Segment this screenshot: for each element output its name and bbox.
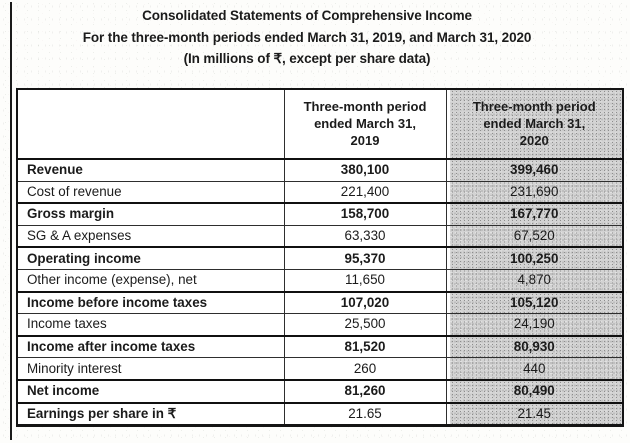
value-2019: 221,400: [283, 180, 447, 204]
header-corner-cell: [16, 88, 285, 160]
table-row: Cost of revenue 221,400 231,690: [16, 180, 624, 204]
value-2019: 21.65: [283, 401, 447, 427]
header-row: Three-month period ended March 31, 2019 Th…: [16, 88, 624, 160]
column-header-2020: Three-month period ended March 31, 2020: [445, 88, 624, 160]
value-2019: 95,370: [283, 246, 447, 270]
value-2020: 167,770: [445, 202, 624, 226]
document-title: Consolidated Statements of Comprehensive…: [10, 5, 604, 70]
row-label: SG & A expenses: [16, 224, 285, 248]
value-2019: 81,260: [283, 378, 447, 404]
value-2020: 399,460: [445, 157, 624, 182]
value-2019: 107,020: [283, 290, 447, 315]
title-line-3: (In millions of ₹, except per share data…: [183, 51, 431, 66]
income-statement-table: Three-month period ended March 31, 2019 Th…: [16, 88, 624, 428]
row-label: Other income (expense), net: [16, 268, 285, 293]
title-line-1: Consolidated Statements of Comprehensive…: [142, 8, 472, 23]
table-row: Minority interest 260 440: [16, 357, 624, 381]
row-label: Gross margin: [16, 202, 285, 226]
table-row: Income taxes 25,500 24,190: [16, 313, 624, 337]
header-2019-line3: 2019: [350, 132, 380, 148]
header-2020-line3: 2020: [519, 132, 549, 148]
header-2020-line2: ended March 31,: [483, 115, 586, 131]
row-label: Operating income: [16, 246, 285, 270]
row-label: Net income: [16, 378, 285, 404]
row-label: Income after income taxes: [16, 334, 285, 359]
header-2020-line1: Three-month period: [472, 98, 596, 114]
column-header-2019: Three-month period ended March 31, 2019: [283, 88, 447, 160]
value-2020: 440: [445, 357, 624, 381]
row-label: Income before income taxes: [16, 290, 285, 315]
value-2019: 380,100: [283, 157, 447, 182]
value-2020: 21.45: [445, 401, 624, 427]
value-2020: 67,520: [445, 224, 624, 248]
table-row: Gross margin 158,700 167,770: [16, 202, 624, 226]
row-label: Income taxes: [16, 313, 285, 337]
table-row: Operating income 95,370 100,250: [16, 246, 624, 270]
value-2020: 80,930: [445, 334, 624, 359]
value-2020: 4,870: [445, 268, 624, 293]
row-label: Cost of revenue: [16, 180, 285, 204]
table-row: SG & A expenses 63,330 67,520: [16, 224, 624, 248]
table-row: Net income 81,260 80,490: [16, 378, 624, 404]
table-row: Income after income taxes 81,520 80,930: [16, 334, 624, 359]
value-2019: 81,520: [283, 334, 447, 359]
table-body: Revenue 380,100 399,460 Cost of revenue …: [16, 157, 624, 427]
table-row: Income before income taxes 107,020 105,1…: [16, 290, 624, 315]
header-2019-line1: Three-month period: [303, 98, 427, 114]
value-2019: 158,700: [283, 202, 447, 226]
value-2020: 80,490: [445, 378, 624, 404]
table-header: Three-month period ended March 31, 2019 Th…: [16, 88, 624, 160]
table-row: Earnings per share in ₹ 21.65 21.45: [16, 401, 624, 427]
value-2019: 25,500: [283, 313, 447, 337]
row-label: Revenue: [16, 157, 285, 182]
table-row: Revenue 380,100 399,460: [16, 157, 624, 182]
row-label: Earnings per share in ₹: [16, 401, 285, 427]
row-label: Minority interest: [16, 357, 285, 381]
value-2020: 105,120: [445, 290, 624, 315]
value-2019: 260: [283, 357, 447, 381]
value-2020: 100,250: [445, 246, 624, 270]
value-2020: 24,190: [445, 313, 624, 337]
header-2019-line2: ended March 31,: [314, 115, 416, 131]
value-2019: 11,650: [283, 268, 447, 293]
title-line-2: For the three-month periods ended March …: [82, 29, 532, 45]
value-2020: 231,690: [445, 180, 624, 204]
table-row: Other income (expense), net 11,650 4,870: [16, 268, 624, 293]
value-2019: 63,330: [283, 224, 447, 248]
page-edge-scan-line: [10, 2, 12, 440]
